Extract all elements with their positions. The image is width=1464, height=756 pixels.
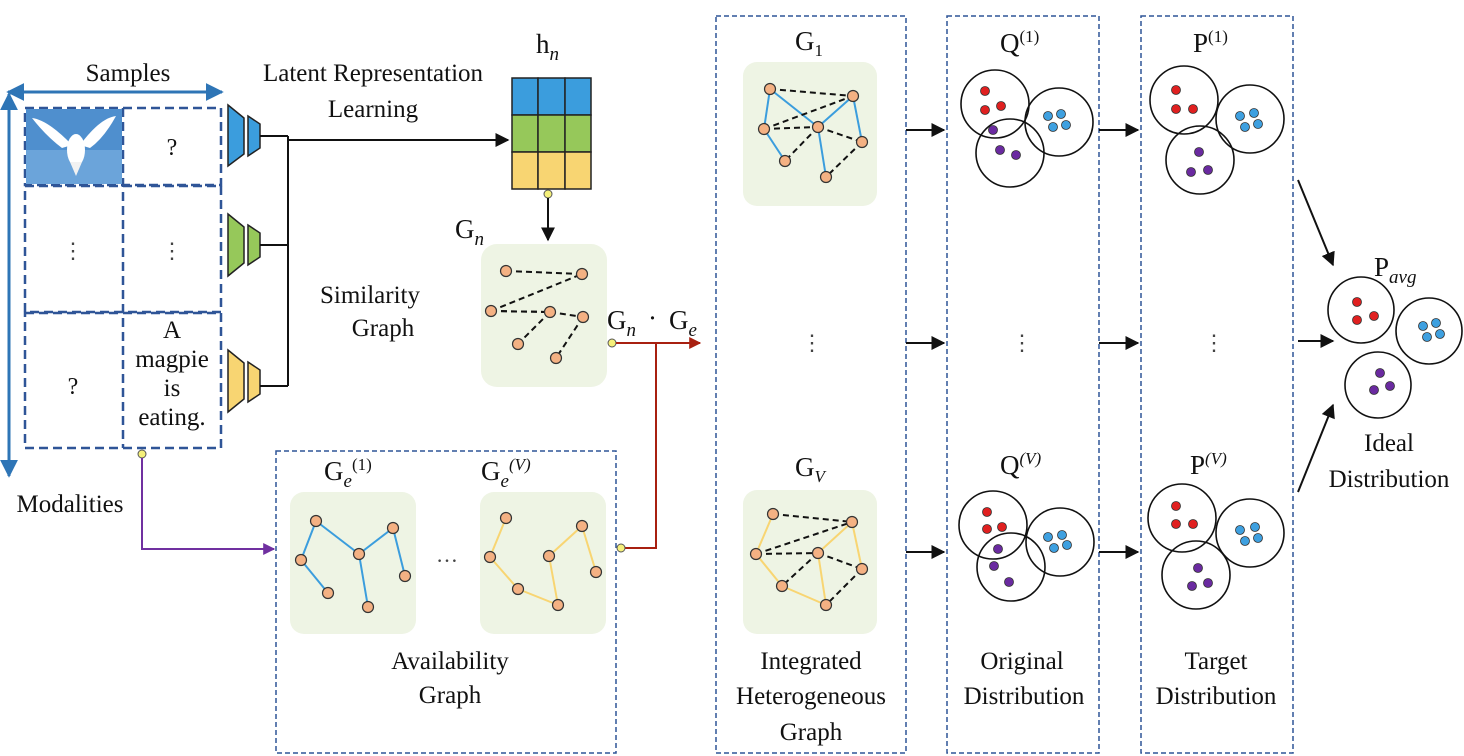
q1-symbol: Q(1) <box>1000 27 1039 58</box>
encoder-yellow <box>227 348 261 414</box>
ideal-clusters <box>1327 276 1463 419</box>
similarity-graph-panel <box>481 244 607 387</box>
product-symbol: Gn · Ge <box>607 303 697 341</box>
dove-image <box>26 109 122 184</box>
original-clusters-v <box>958 490 1095 602</box>
svg-text:Availability: Availability <box>391 648 509 675</box>
integrated-to-original-arrows <box>906 123 946 559</box>
original-to-target-arrows <box>1099 123 1140 559</box>
svg-text:Distribution: Distribution <box>1156 683 1277 710</box>
gn-port <box>607 338 617 348</box>
availability-graph-1 <box>294 514 412 614</box>
hn-symbol: hn <box>536 29 559 65</box>
fusion-arrow <box>616 337 702 549</box>
missing-text-cell: ? <box>167 135 178 161</box>
original-ellipsis: ⋮ <box>1011 330 1033 355</box>
svg-text:Distribution: Distribution <box>1329 466 1450 493</box>
svg-text:Integrated: Integrated <box>760 648 862 675</box>
missing-to-availability-arrow <box>141 458 276 555</box>
modalities-label: Modalities <box>17 491 124 518</box>
availability-graph-v <box>483 511 603 612</box>
integrated-graph-1 <box>757 82 869 184</box>
availability-panel-v <box>480 492 606 634</box>
ellipsis-image-cell: ⋮ <box>62 238 84 263</box>
target-clusters-v <box>1147 483 1285 610</box>
pavg-symbol: Pavg <box>1374 252 1416 288</box>
original-clusters-1 <box>960 69 1094 188</box>
sample-grid <box>23 106 223 450</box>
svg-text:eating.: eating. <box>138 404 205 431</box>
availability-ellipsis: … <box>436 542 458 567</box>
svg-text:Graph: Graph <box>419 682 482 709</box>
qv-symbol: Q(V) <box>1000 449 1042 480</box>
target-label: Target Distribution <box>1156 648 1277 710</box>
availability-panel-1 <box>290 492 416 634</box>
svg-text:Graph: Graph <box>352 315 415 342</box>
svg-text:magpie: magpie <box>135 346 209 373</box>
hn-matrix <box>511 77 592 190</box>
gv-symbol: GV <box>795 452 828 486</box>
svg-text:Similarity: Similarity <box>320 282 421 309</box>
missing-image-cell: ? <box>68 374 79 400</box>
pv-symbol: P(V) <box>1190 449 1227 480</box>
integrated-ellipsis: ⋮ <box>801 330 823 355</box>
encoder-green <box>227 212 261 278</box>
integrated-label: Integrated Heterogeneous Graph <box>736 648 886 746</box>
g1-symbol: G1 <box>795 26 823 60</box>
integrated-panel-v <box>743 490 877 634</box>
svg-text:Distribution: Distribution <box>964 683 1085 710</box>
integrated-graph-v <box>749 507 869 612</box>
p1-symbol: P(1) <box>1193 27 1228 58</box>
caption-cell: A magpie is eating. <box>135 317 209 431</box>
sample-port <box>137 449 147 459</box>
latent-label: Latent Representation Learning <box>263 60 484 123</box>
svg-text:Graph: Graph <box>780 719 843 746</box>
original-box <box>946 15 1100 754</box>
svg-text:Heterogeneous: Heterogeneous <box>736 683 886 710</box>
target-ellipsis: ⋮ <box>1203 330 1225 355</box>
samples-axis: Samples <box>6 60 224 101</box>
ideal-label: Ideal Distribution <box>1329 430 1450 493</box>
gev-symbol: Ge(V) <box>481 455 531 492</box>
modalities-axis: Modalities <box>0 92 124 518</box>
target-box <box>1140 15 1294 754</box>
availability-box <box>275 450 617 754</box>
target-clusters-1 <box>1149 65 1285 195</box>
svg-text:Original: Original <box>980 648 1063 675</box>
svg-text:Target: Target <box>1184 648 1247 675</box>
encoder-merge-lines <box>260 133 510 387</box>
target-to-ideal-arrows <box>1297 179 1335 493</box>
svg-text:Ideal: Ideal <box>1364 430 1414 457</box>
hn-port <box>543 189 553 199</box>
svg-text:is: is <box>164 375 181 402</box>
gn-symbol: Gn <box>455 214 484 250</box>
svg-text:A: A <box>163 317 181 344</box>
encoder-blue <box>227 103 261 168</box>
ge1-symbol: Ge(1) <box>324 455 372 492</box>
svg-text:Learning: Learning <box>328 96 419 123</box>
ellipsis-text-cell: ⋮ <box>161 238 183 263</box>
availability-label: Availability Graph <box>391 648 509 709</box>
availability-port <box>616 543 626 553</box>
similarity-graph <box>484 264 590 365</box>
samples-label: Samples <box>86 60 171 87</box>
svg-text:Latent Representation: Latent Representation <box>263 60 484 87</box>
similarity-label: Similarity Graph <box>320 282 421 342</box>
original-label: Original Distribution <box>964 648 1085 710</box>
